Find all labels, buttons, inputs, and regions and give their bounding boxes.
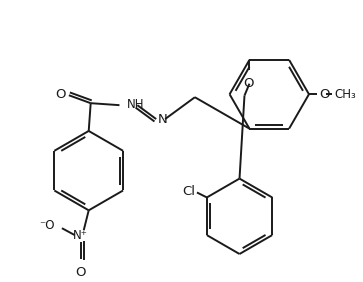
Text: O: O <box>76 266 86 279</box>
Text: O: O <box>319 88 329 101</box>
Text: N: N <box>158 113 168 125</box>
Text: Cl: Cl <box>182 185 195 198</box>
Text: O: O <box>56 88 66 101</box>
Text: NH: NH <box>126 98 144 111</box>
Text: N⁺: N⁺ <box>73 229 88 242</box>
Text: ⁻O: ⁻O <box>40 219 55 232</box>
Text: O: O <box>243 77 254 90</box>
Text: CH₃: CH₃ <box>335 88 356 101</box>
